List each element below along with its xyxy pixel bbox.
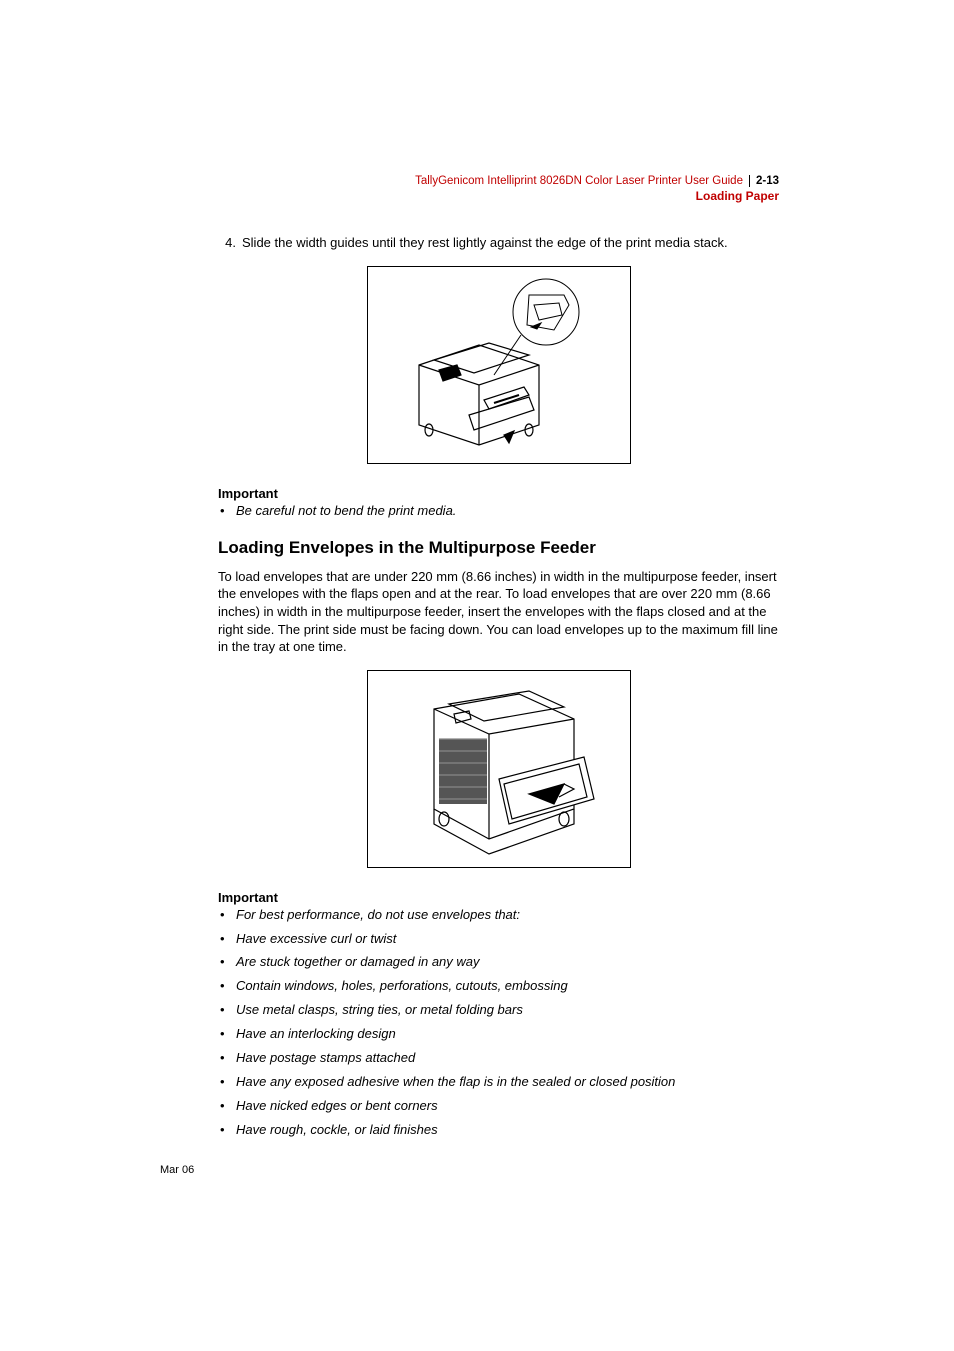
section-paragraph: To load envelopes that are under 220 mm … bbox=[218, 568, 779, 656]
list-item: Have nicked edges or bent corners bbox=[218, 1098, 779, 1115]
list-item: Have postage stamps attached bbox=[218, 1050, 779, 1067]
page-number: 2-13 bbox=[750, 175, 779, 187]
step-text: Slide the width guides until they rest l… bbox=[242, 235, 779, 250]
figure-width-guides bbox=[367, 266, 631, 464]
list-item: Be careful not to bend the print media. bbox=[218, 503, 779, 520]
printer-lineart-icon bbox=[379, 275, 619, 455]
list-item: Use metal clasps, string ties, or metal … bbox=[218, 1002, 779, 1019]
footer-date: Mar 06 bbox=[160, 1164, 194, 1176]
printer-envelope-lineart-icon bbox=[379, 679, 619, 859]
list-item: Have any exposed adhesive when the flap … bbox=[218, 1074, 779, 1091]
important-label-2: Important bbox=[218, 890, 779, 905]
important-list-1: Be careful not to bend the print media. bbox=[218, 503, 779, 520]
important-label-1: Important bbox=[218, 486, 779, 501]
list-item: For best performance, do not use envelop… bbox=[218, 907, 779, 924]
list-item: Are stuck together or damaged in any way bbox=[218, 954, 779, 971]
list-item: Have rough, cockle, or laid finishes bbox=[218, 1122, 779, 1139]
step-number: 4. bbox=[218, 235, 242, 250]
list-item: Have an interlocking design bbox=[218, 1026, 779, 1043]
list-item: Contain windows, holes, perforations, cu… bbox=[218, 978, 779, 995]
header-title: TallyGenicom Intelliprint 8026DN Color L… bbox=[415, 175, 750, 187]
step-4: 4. Slide the width guides until they res… bbox=[218, 235, 779, 250]
important-list-2: For best performance, do not use envelop… bbox=[218, 907, 779, 1139]
header-row: TallyGenicom Intelliprint 8026DN Color L… bbox=[218, 175, 779, 187]
list-item: Have excessive curl or twist bbox=[218, 931, 779, 948]
header-subtitle: Loading Paper bbox=[218, 189, 779, 203]
section-heading: Loading Envelopes in the Multipurpose Fe… bbox=[218, 538, 779, 558]
page-container: TallyGenicom Intelliprint 8026DN Color L… bbox=[0, 0, 954, 1139]
figure-envelope-loading bbox=[367, 670, 631, 868]
